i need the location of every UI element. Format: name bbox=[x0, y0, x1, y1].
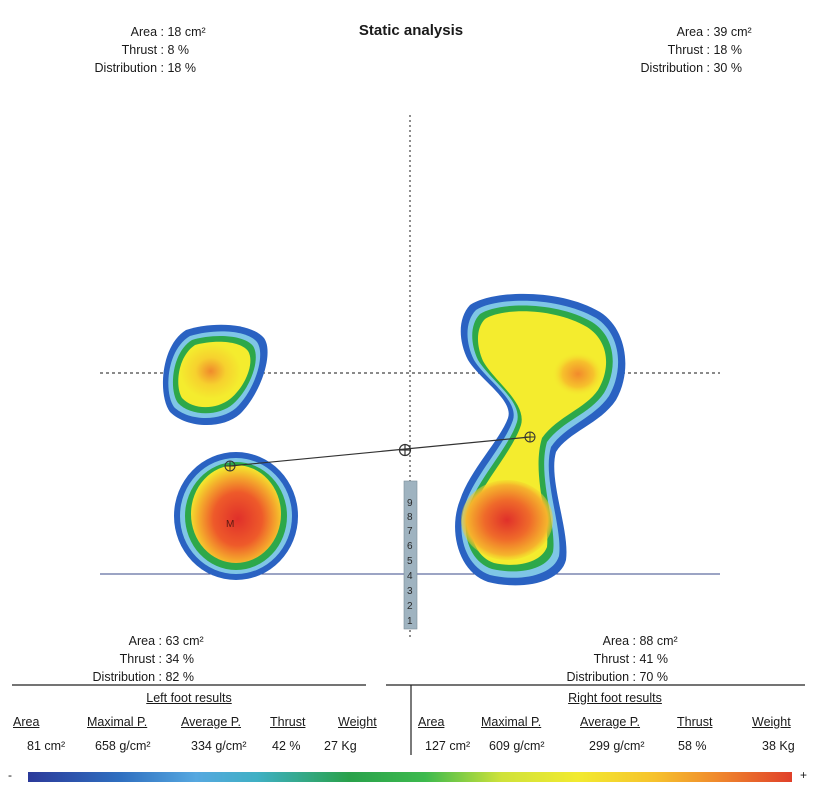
area-value: 63 cm² bbox=[165, 634, 204, 648]
color-scale-min-label: - bbox=[8, 768, 12, 782]
area-label: Area : bbox=[676, 25, 710, 39]
distribution-label: Distribution : bbox=[92, 670, 162, 684]
heel-left-stats: Area : 63 cm² Thrust : 34 % Distribution… bbox=[36, 632, 204, 686]
left-header-weight: Weight bbox=[338, 715, 377, 729]
distribution-value: 18 % bbox=[167, 61, 196, 75]
right-value-thrust: 58 % bbox=[678, 739, 707, 753]
thrust-label: Thrust : bbox=[667, 43, 710, 57]
left-value-area: 81 cm² bbox=[27, 739, 66, 753]
left-value-thrust: 42 % bbox=[272, 739, 301, 753]
distribution-label: Distribution : bbox=[566, 670, 636, 684]
scale-tick: 7 bbox=[407, 526, 413, 537]
thrust-value: 41 % bbox=[639, 652, 668, 666]
page-title: Static analysis bbox=[358, 22, 464, 39]
right-foot-blob bbox=[455, 293, 626, 586]
area-value: 88 cm² bbox=[639, 634, 678, 648]
area-value: 39 cm² bbox=[713, 25, 752, 39]
heel-right-stats: Area : 88 cm² Thrust : 41 % Distribution… bbox=[514, 632, 678, 686]
left-header-avg-pressure: Average P. bbox=[181, 715, 242, 729]
scale-tick: 1 bbox=[407, 616, 413, 627]
forefoot-right-stats: Area : 39 cm² Thrust : 18 % Distribution… bbox=[585, 23, 752, 77]
scale-tick: 6 bbox=[407, 541, 413, 552]
right-value-max-pressure: 609 g/cm² bbox=[489, 739, 545, 753]
distribution-label: Distribution : bbox=[94, 61, 164, 75]
scale-tick: 9 bbox=[407, 498, 413, 509]
thrust-label: Thrust : bbox=[121, 43, 164, 57]
left-results-title: Left foot results bbox=[146, 691, 232, 705]
right-header-avg-pressure: Average P. bbox=[580, 715, 641, 729]
pressure-color-scale bbox=[28, 772, 792, 782]
scale-tick: 5 bbox=[407, 556, 413, 567]
color-scale-max-label: + bbox=[800, 768, 808, 782]
center-of-pressure-line bbox=[224, 431, 536, 472]
forefoot-left-stats: Area : 18 cm² Thrust : 8 % Distribution … bbox=[36, 23, 206, 77]
distribution-value: 70 % bbox=[639, 670, 668, 684]
left-value-max-pressure: 658 g/cm² bbox=[95, 739, 151, 753]
right-results-title: Right foot results bbox=[568, 691, 662, 705]
scale-tick: 2 bbox=[407, 601, 413, 612]
left-value-weight: 27 Kg bbox=[324, 739, 357, 753]
scale-tick: 8 bbox=[407, 512, 413, 523]
right-header-thrust: Thrust bbox=[677, 715, 713, 729]
area-label: Area : bbox=[602, 634, 636, 648]
right-header-area: Area bbox=[418, 715, 445, 729]
left-header-max-pressure: Maximal P. bbox=[87, 715, 148, 729]
area-label: Area : bbox=[128, 634, 162, 648]
distribution-value: 82 % bbox=[165, 670, 194, 684]
scale-tick: 3 bbox=[407, 586, 413, 597]
thrust-label: Thrust : bbox=[593, 652, 636, 666]
left-value-avg-pressure: 334 g/cm² bbox=[191, 739, 247, 753]
distribution-label: Distribution : bbox=[640, 61, 710, 75]
left-header-area: Area bbox=[13, 715, 40, 729]
left-heel-blob bbox=[174, 452, 298, 580]
right-value-avg-pressure: 299 g/cm² bbox=[589, 739, 645, 753]
left-header-thrust: Thrust bbox=[270, 715, 306, 729]
right-value-weight: 38 Kg bbox=[762, 739, 795, 753]
right-header-weight: Weight bbox=[752, 715, 791, 729]
right-header-max-pressure: Maximal P. bbox=[481, 715, 542, 729]
thrust-value: 8 % bbox=[167, 43, 190, 57]
distribution-value: 30 % bbox=[713, 61, 742, 75]
area-value: 18 cm² bbox=[167, 25, 206, 39]
thrust-value: 34 % bbox=[165, 652, 194, 666]
vertical-scale: 9 8 7 6 5 4 3 2 1 bbox=[403, 480, 418, 630]
scale-tick: 4 bbox=[407, 571, 413, 582]
area-label: Area : bbox=[130, 25, 164, 39]
right-value-area: 127 cm² bbox=[425, 739, 471, 753]
thrust-label: Thrust : bbox=[119, 652, 162, 666]
left-forefoot-blob bbox=[162, 324, 268, 426]
thrust-value: 18 % bbox=[713, 43, 742, 57]
heel-marker: M bbox=[226, 519, 234, 530]
